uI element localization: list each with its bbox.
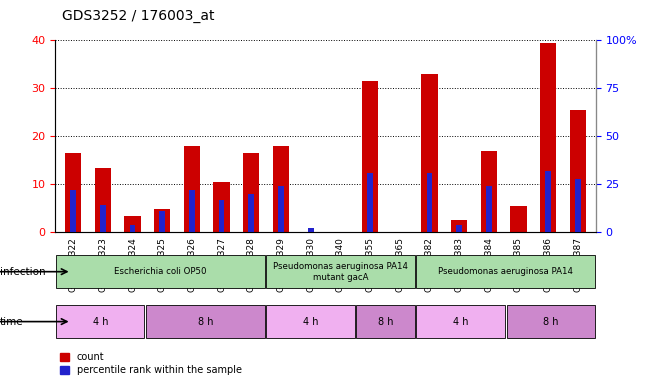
Bar xyxy=(214,182,230,232)
Text: infection: infection xyxy=(0,266,46,277)
Bar xyxy=(159,211,165,232)
Bar xyxy=(308,228,314,232)
Bar xyxy=(70,190,76,232)
Legend: count, percentile rank within the sample: count, percentile rank within the sample xyxy=(60,353,242,375)
Bar xyxy=(189,190,195,232)
Bar xyxy=(65,153,81,232)
Bar xyxy=(184,146,200,232)
Bar xyxy=(417,255,595,288)
Bar xyxy=(546,171,551,232)
Bar xyxy=(451,220,467,232)
Bar xyxy=(480,151,497,232)
Bar xyxy=(456,225,462,232)
Bar xyxy=(426,173,432,232)
Bar xyxy=(362,81,378,232)
Bar xyxy=(56,255,264,288)
Bar xyxy=(56,305,145,338)
Bar xyxy=(575,179,581,232)
Bar xyxy=(243,153,260,232)
Text: GDS3252 / 176003_at: GDS3252 / 176003_at xyxy=(62,9,214,23)
Bar xyxy=(100,205,105,232)
Bar xyxy=(421,74,437,232)
Bar xyxy=(486,186,492,232)
Bar xyxy=(94,167,111,232)
Text: 8 h: 8 h xyxy=(198,316,213,327)
Bar xyxy=(356,305,415,338)
Text: Pseudomonas aeruginosa PA14: Pseudomonas aeruginosa PA14 xyxy=(438,267,573,276)
Bar xyxy=(417,305,505,338)
Bar xyxy=(273,146,289,232)
Text: 4 h: 4 h xyxy=(453,316,468,327)
Bar xyxy=(506,305,595,338)
Bar xyxy=(154,209,171,232)
Text: 4 h: 4 h xyxy=(303,316,318,327)
Bar xyxy=(146,305,264,338)
Bar xyxy=(510,206,527,232)
Bar xyxy=(570,110,586,232)
Text: 8 h: 8 h xyxy=(378,316,393,327)
Text: 8 h: 8 h xyxy=(543,316,559,327)
Bar xyxy=(130,225,135,232)
Text: 4 h: 4 h xyxy=(92,316,108,327)
Text: time: time xyxy=(0,316,23,327)
Text: Pseudomonas aeruginosa PA14
mutant gacA: Pseudomonas aeruginosa PA14 mutant gacA xyxy=(273,262,408,282)
Bar xyxy=(540,43,557,232)
Bar xyxy=(124,215,141,232)
Bar xyxy=(266,305,355,338)
Text: Escherichia coli OP50: Escherichia coli OP50 xyxy=(114,267,206,276)
Bar xyxy=(219,200,225,232)
Bar xyxy=(278,186,284,232)
Bar xyxy=(266,255,415,288)
Bar xyxy=(249,194,254,232)
Bar xyxy=(367,173,373,232)
